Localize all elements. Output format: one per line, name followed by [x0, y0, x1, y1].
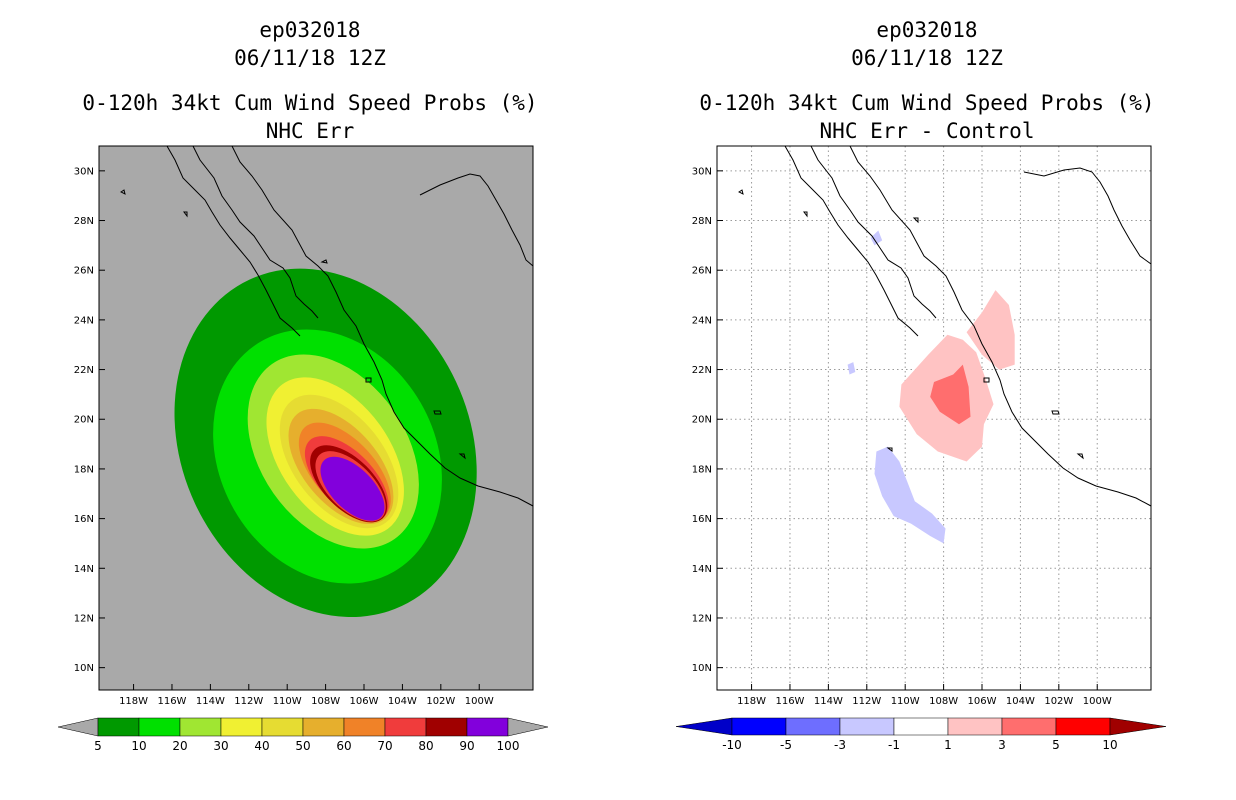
left-title-line-1: ep032018	[259, 18, 361, 42]
left-subtitle-line-1: 0-120h 34kt Cum Wind Speed Probs (%)	[82, 91, 538, 115]
lon-tick-label: 118W	[119, 696, 148, 707]
legend-swatch	[261, 717, 304, 737]
lon-tick-label: 108W	[311, 696, 340, 707]
left-gulf-of-mexico-coast	[419, 173, 533, 267]
lon-tick-label: 114W	[196, 696, 225, 707]
lat-tick-label: 28N	[74, 216, 94, 227]
right-subtitle-line-2: NHC Err - Control	[819, 119, 1035, 143]
left-island	[120, 189, 466, 460]
legend-label: 70	[377, 739, 392, 753]
left-legend: 5 10 20 30 40 50 60 70 80 90 100	[57, 717, 549, 753]
lat-tick-label: 26N	[74, 266, 94, 277]
lat-tick-label: 18N	[74, 464, 94, 475]
left-subtitle-line-2: NHC Err	[265, 119, 355, 143]
legend-label: 50	[295, 739, 310, 753]
legend-swatch	[302, 717, 345, 737]
legend-under-arrow	[57, 717, 99, 737]
legend-swatch	[220, 717, 263, 737]
left-mainland-coast	[231, 146, 533, 507]
lon-tick-label: 116W	[157, 696, 186, 707]
lat-tick-label: 24N	[74, 315, 94, 326]
left-baja-pacific-coast	[166, 146, 301, 337]
legend-swatch	[138, 717, 181, 737]
legend-swatch	[343, 717, 386, 737]
left-axes: 118W 116W 114W 112W 110W 108W 106W 104W 102W 100W…	[74, 166, 494, 707]
right-title-line-1: ep032018	[876, 18, 978, 42]
legend-label: 40	[254, 739, 269, 753]
left-coastline	[120, 146, 533, 507]
left-title-line-2: 06/11/18 12Z	[234, 46, 386, 70]
lat-tick-label: 14N	[74, 564, 94, 575]
contour-level-100	[320, 456, 385, 521]
legend-swatch	[179, 717, 222, 737]
lat-tick-label: 20N	[74, 415, 94, 426]
left-baja-gulf-coast	[192, 146, 319, 319]
lon-tick-label: 100W	[465, 696, 494, 707]
lon-tick-label: 110W	[273, 696, 302, 707]
lat-tick-label: 10N	[74, 663, 94, 674]
lon-tick-label: 102W	[426, 696, 455, 707]
legend-label: 60	[336, 739, 351, 753]
lat-tick-label: 22N	[74, 365, 94, 376]
right-subtitle-line-1: 0-120h 34kt Cum Wind Speed Probs (%)	[699, 91, 1155, 115]
lon-tick-label: 106W	[350, 696, 379, 707]
legend-label: 100	[497, 739, 520, 753]
legend-label: 80	[418, 739, 433, 753]
legend-label: 10	[131, 739, 146, 753]
lat-tick-label: 12N	[74, 613, 94, 624]
lon-tick-label: 104W	[388, 696, 417, 707]
right-title-line-2: 06/11/18 12Z	[851, 46, 1003, 70]
legend-swatch	[466, 717, 509, 737]
legend-label: 5	[94, 739, 102, 753]
left-probability-contours	[174, 268, 477, 618]
legend-label: 20	[172, 739, 187, 753]
legend-over-arrow	[507, 717, 549, 737]
lon-tick-label: 112W	[234, 696, 263, 707]
legend-label: 90	[459, 739, 474, 753]
lat-tick-label: 16N	[74, 514, 94, 525]
legend-swatch	[425, 717, 468, 737]
legend-swatch	[384, 717, 427, 737]
legend-swatch	[97, 717, 140, 737]
lat-tick-label: 30N	[74, 166, 94, 177]
left-map-frame	[98, 145, 534, 691]
legend-label: 30	[213, 739, 228, 753]
